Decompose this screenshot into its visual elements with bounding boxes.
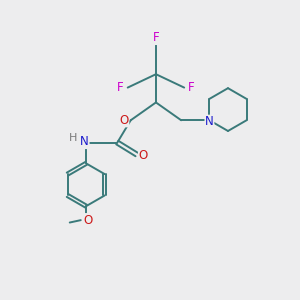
Text: H: H bbox=[68, 133, 77, 143]
Text: F: F bbox=[153, 32, 159, 44]
Text: F: F bbox=[188, 81, 195, 94]
Text: N: N bbox=[80, 136, 89, 148]
Text: N: N bbox=[205, 115, 214, 128]
Text: O: O bbox=[83, 214, 92, 226]
Text: F: F bbox=[117, 81, 124, 94]
Text: O: O bbox=[139, 149, 148, 162]
Text: O: O bbox=[119, 114, 129, 127]
